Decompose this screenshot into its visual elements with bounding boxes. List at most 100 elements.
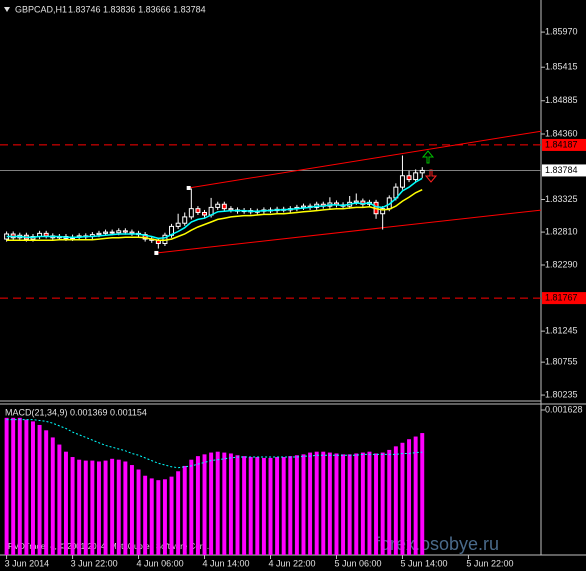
x-tick-label: 3 Jun 2014 [5,558,50,568]
candle-body [228,208,234,211]
macd-bar [387,449,392,555]
candle-body [215,203,221,208]
candle-body [188,208,194,218]
x-tick-label: 4 Jun 14:00 [203,558,250,568]
macd-bar [195,456,200,555]
macd-bar [294,455,299,555]
macd-bar [77,459,82,555]
price-plot [0,130,541,299]
macd-bar [129,465,134,555]
x-tick-label: 3 Jun 22:00 [71,558,118,568]
macd-bar [308,452,313,555]
macd-bar [90,460,95,555]
x-tick-label: 5 Jun 22:00 [466,558,513,568]
macd-bar [24,419,29,555]
macd-bar [321,451,326,555]
macd-bar [268,457,273,555]
macd-bar [182,465,187,555]
macd-bar [275,457,280,555]
macd-bar [360,452,365,555]
macd-bar [31,421,35,555]
macd-bar [11,417,16,555]
macd-plot [4,417,425,555]
y-tick-label: 1.80755 [545,357,578,367]
channel-line [188,130,541,189]
macd-bar [202,454,207,555]
channel-line [156,209,541,254]
macd-bar [420,433,425,555]
axes: 1.85970 1.85415 1.84885 1.84360 1.83325 1.828… [5,26,586,568]
macd-bar [189,459,194,555]
macd-bar [261,457,266,555]
candle-body [109,231,115,234]
candle-body [195,208,201,213]
ohlc-header: 1.83746 1.83836 1.83666 1.83784 [68,4,206,14]
y-tick-label: 1.82810 [545,226,578,236]
macd-bar [314,451,319,555]
macd-bar [215,451,220,555]
macd-bar [162,479,167,555]
macd-bar [50,437,55,555]
candle-body [413,172,419,181]
macd-bar [288,456,293,555]
macd-bar [116,459,121,555]
macd-bar [255,457,260,555]
macd-bar [347,454,352,555]
macd-bar [235,455,240,555]
x-tick-label: 4 Jun 06:00 [137,558,184,568]
macd-bar [222,452,227,555]
macd-bar [123,461,128,555]
price-tag-label: 1.83784 [545,165,578,175]
y-tick-label: 1.82290 [545,259,578,269]
price-tag-label: 1.81767 [545,292,578,302]
candle-body [129,231,135,234]
macd-bar [209,452,214,555]
copyright: RVDTrader 4, © 2001-2014, MetaQuotes Sof… [8,542,209,551]
x-tick-label: 5 Jun 06:00 [334,558,381,568]
candle-body [43,232,49,237]
candle-body [380,208,386,215]
menu-icon[interactable] [4,7,10,12]
macd-bar [70,457,75,555]
macd-bar [400,442,405,555]
macd-bar [83,460,88,555]
y-tick-label: 1.84885 [545,95,578,105]
macd-bar [228,453,233,555]
channel-anchor [154,250,159,255]
macd-bar [301,454,306,555]
candle-body [353,200,359,203]
candle-body [202,211,208,216]
macd-title: MACD(21,34,9) 0.001369 0.001154 [5,407,147,417]
macd-bar [169,476,174,555]
macd-bar [143,475,148,555]
macd-bar [57,444,62,555]
candle-body [419,169,425,174]
candle-body [399,175,405,188]
macd-bar [407,439,412,555]
sell-arrow [424,169,438,183]
macd-bar [37,424,42,555]
y-tick-label: 0.001628 [545,404,583,414]
candle-body [175,222,181,227]
macd-bar [354,453,359,555]
moving-average [6,177,423,240]
macd-bar [248,457,253,555]
channel-anchor [186,185,191,190]
macd-bar [281,457,286,555]
y-tick-label: 1.81245 [545,326,578,336]
y-tick-label: 1.85970 [545,26,578,36]
price-tag [542,164,586,177]
signal-line [6,419,423,469]
macd-bar [63,451,68,555]
candle-body [221,203,227,210]
macd-bar [380,452,385,555]
macd-bar [176,471,181,555]
macd-bar [4,417,9,555]
macd-bar [96,461,101,555]
macd-bar [393,446,398,555]
macd-bar [44,430,49,555]
macd-bar [327,452,332,555]
x-tick-label: 5 Jun 14:00 [400,558,447,568]
candle-body [406,175,412,181]
